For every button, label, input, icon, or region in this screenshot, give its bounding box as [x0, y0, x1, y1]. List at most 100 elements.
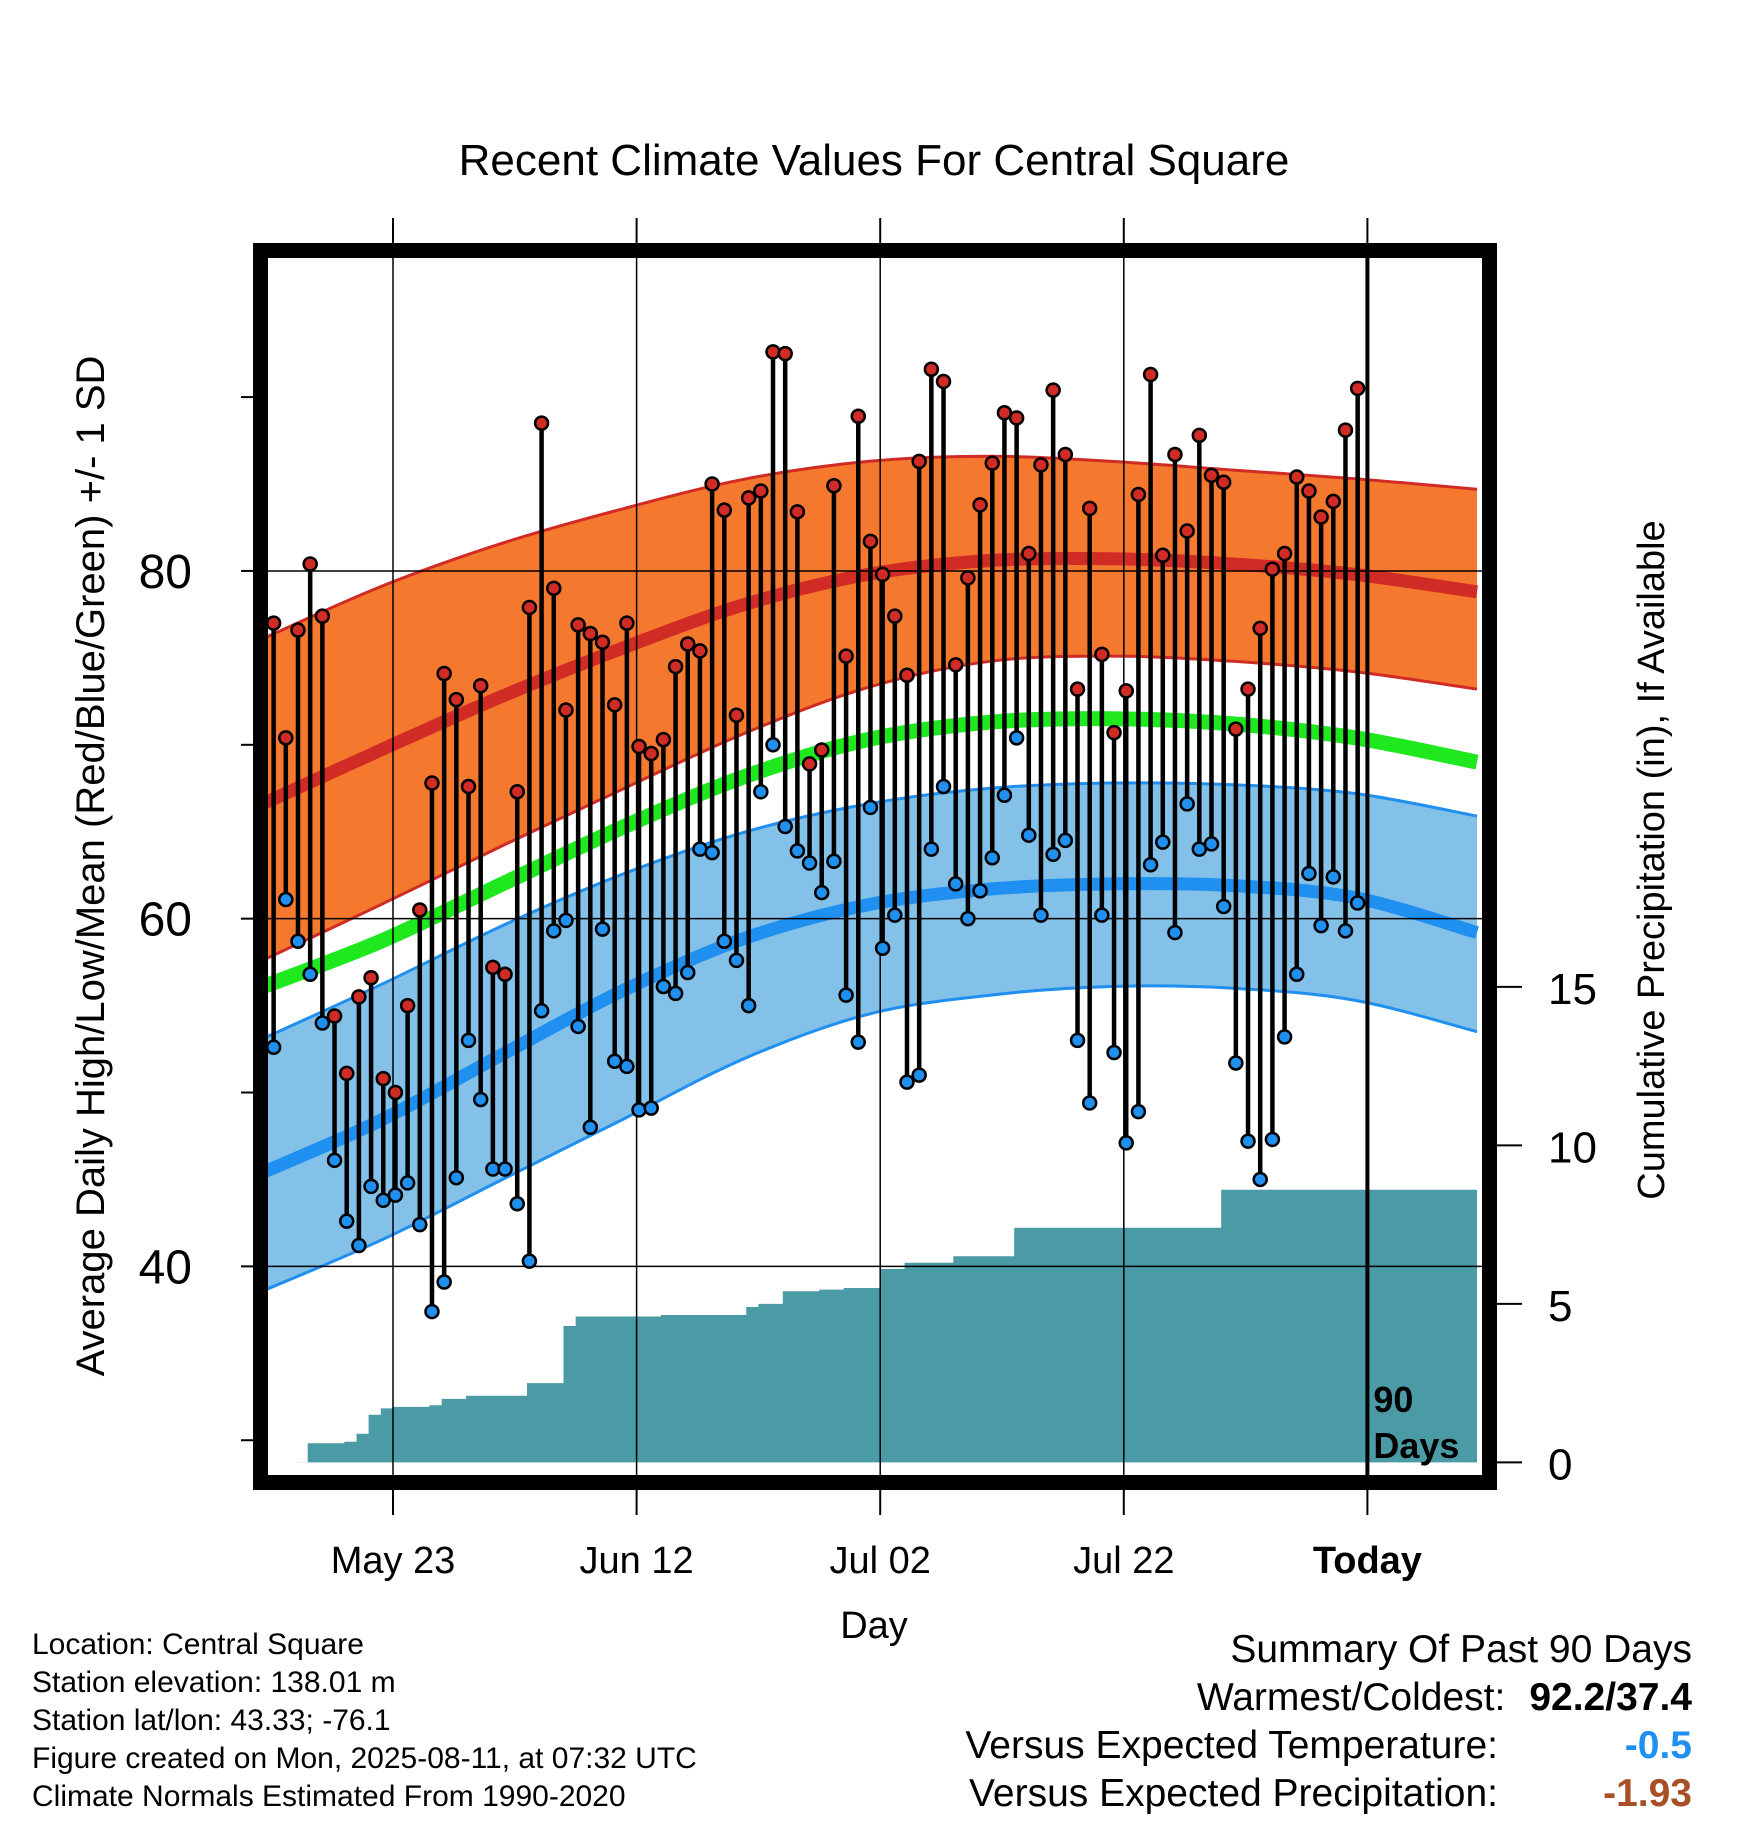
daily-high-point: [972, 497, 988, 513]
daily-low-point: [826, 853, 842, 870]
x-tick-label: May 23: [331, 1540, 456, 1582]
daily-high-point: [753, 483, 769, 499]
daily-low-point: [1252, 1171, 1268, 1188]
daily-low-point: [1033, 907, 1049, 923]
y-right-tick-label: 0: [1548, 1440, 1572, 1489]
daily-high-point: [448, 691, 465, 708]
daily-low-point: [497, 1161, 513, 1177]
daily-low-point: [1349, 895, 1366, 911]
daily-low-point: [1337, 923, 1354, 939]
chart-text: Recent Climate Values For Central Square…: [69, 136, 1673, 1647]
daily-high-point: [533, 415, 550, 431]
daily-high-point: [1094, 646, 1110, 663]
daily-high-point: [1008, 410, 1025, 426]
daily-high-point: [1130, 486, 1147, 503]
y-left-axis-label: Average Daily High/Low/Mean (Red/Blue/Gr…: [69, 356, 113, 1377]
daily-high-point: [399, 997, 416, 1014]
y-right-axis-label: Cumulative Precipitation (in), If Availa…: [1631, 520, 1673, 1199]
daily-low-point: [984, 850, 1001, 866]
daily-high-point: [850, 408, 867, 424]
daily-low-point: [436, 1274, 452, 1290]
warmest-coldest-value: 92.2/37.4: [1529, 1676, 1692, 1719]
y-left-tick-label: 80: [139, 546, 192, 599]
x-tick-label: Jul 22: [1073, 1540, 1174, 1582]
daily-high-point: [594, 634, 611, 650]
daily-low-point: [1130, 1103, 1147, 1120]
daily-high-point: [290, 622, 306, 638]
daily-low-point: [801, 855, 818, 871]
daily-high-point: [1276, 545, 1293, 562]
summary-heading: Summary Of Past 90 Days: [1230, 1628, 1692, 1671]
daily-high-point: [1228, 721, 1244, 737]
daily-low-point: [923, 841, 940, 857]
daily-high-point: [911, 453, 927, 470]
normal-bands: [268, 454, 1479, 1291]
daily-high-point: [278, 730, 294, 746]
daily-high-point: [1191, 427, 1208, 444]
y-right-tick-label: 5: [1548, 1282, 1572, 1331]
daily-low-point: [1021, 827, 1037, 843]
daily-low-point: [387, 1187, 404, 1203]
x-tick-label: Today: [1313, 1540, 1422, 1582]
daily-high-point: [570, 617, 586, 633]
daily-high-point: [509, 783, 525, 800]
daily-low-point: [509, 1196, 525, 1212]
precipitation-anomaly-label: Versus Expected Precipitation:: [969, 1772, 1498, 1815]
daily-low-point: [704, 844, 720, 861]
daily-low-point: [278, 891, 294, 908]
daily-low-point: [887, 907, 903, 923]
summary-panel: Summary Of Past 90 Days Warmest/Coldest:…: [965, 1626, 1692, 1818]
daily-high-point: [375, 1070, 392, 1087]
daily-low-point: [1203, 836, 1220, 852]
daily-low-point: [1094, 907, 1110, 923]
daily-low-point: [1106, 1044, 1122, 1061]
daily-high-point: [1045, 382, 1061, 398]
latlon-text: Station lat/lon: 43.33; -76.1: [32, 1704, 391, 1737]
daily-high-point: [728, 707, 745, 723]
daily-low-point: [460, 1032, 477, 1049]
daily-high-point: [558, 702, 574, 718]
daily-low-point: [935, 778, 952, 795]
daily-low-point: [728, 952, 745, 969]
location-text: Location: Central Square: [32, 1628, 364, 1661]
precipitation-anomaly-row: Versus Expected Precipitation: -1.93: [965, 1770, 1692, 1818]
daily-low-point: [1081, 1095, 1098, 1111]
daily-low-point: [1155, 834, 1171, 850]
daily-low-point: [1313, 917, 1329, 934]
daily-high-point: [765, 344, 781, 360]
daily-low-point: [582, 1119, 599, 1136]
daily-low-point: [960, 910, 976, 927]
daily-high-point: [1252, 620, 1268, 637]
daily-low-point: [911, 1067, 927, 1083]
daily-low-point: [1142, 857, 1159, 873]
chart-title: Recent Climate Values For Central Square: [459, 136, 1290, 185]
plot-border: [253, 243, 1497, 1490]
daily-high-point: [1069, 681, 1086, 697]
daily-low-point: [1264, 1131, 1281, 1148]
daily-high-point: [740, 490, 757, 506]
daily-low-point: [789, 843, 806, 859]
y-left-tick-label: 60: [139, 894, 192, 947]
daily-high-point: [1057, 446, 1074, 463]
daily-high-point: [424, 775, 440, 791]
daily-high-point: [497, 966, 513, 983]
daily-high-point: [436, 665, 452, 682]
daily-low-point: [680, 964, 696, 981]
daily-high-point: [643, 745, 659, 762]
daily-high-point: [1081, 500, 1098, 517]
daily-low-point: [1276, 1029, 1293, 1045]
daily-low-point: [765, 737, 781, 753]
daily-high-point: [302, 556, 318, 572]
daily-high-point: [692, 643, 708, 659]
plot-frame: [241, 218, 1522, 1515]
daily-low-point: [1228, 1055, 1244, 1071]
daily-low-point: [302, 966, 318, 983]
daily-low-point: [740, 997, 757, 1014]
daily-low-point: [533, 1003, 550, 1019]
daily-high-point: [265, 615, 282, 631]
daily-low-point: [862, 799, 879, 816]
x-tick-label: Jun 12: [580, 1540, 694, 1582]
daily-high-point: [655, 731, 672, 748]
daily-high-point: [351, 989, 367, 1005]
daily-high-point: [680, 636, 696, 652]
